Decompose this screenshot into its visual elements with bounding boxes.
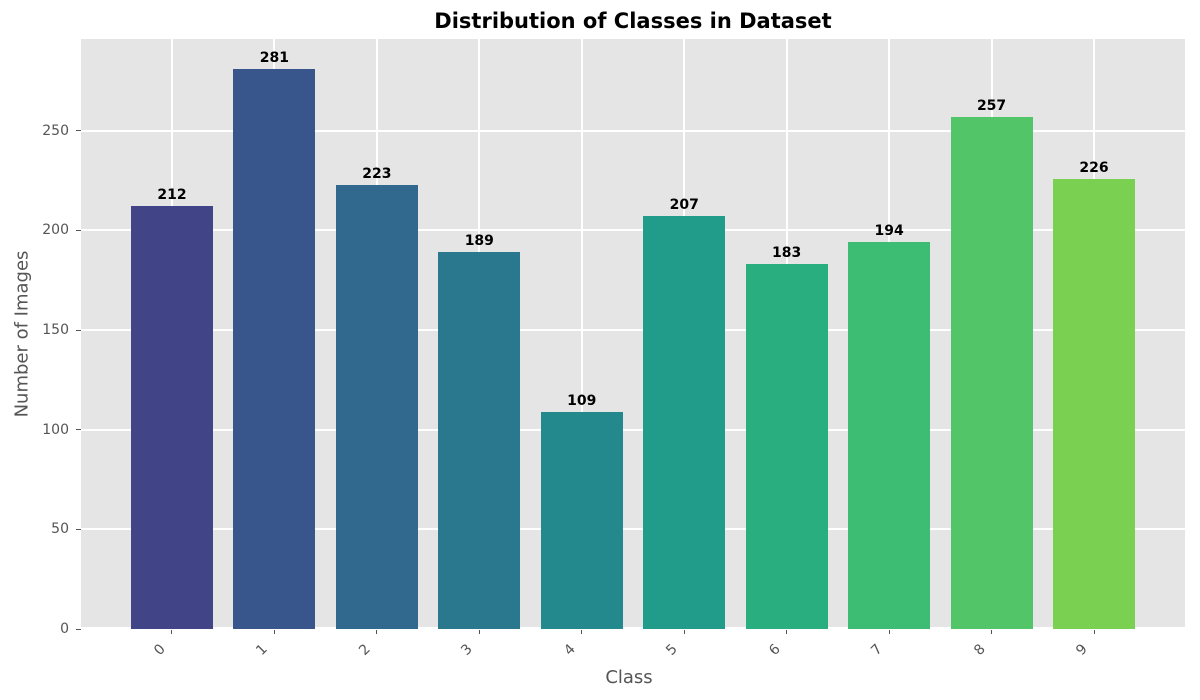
y-tick-label: 250: [42, 122, 69, 139]
bar-value-label: 189: [464, 233, 494, 250]
x-tick-mark: [273, 629, 275, 634]
bar: [643, 216, 726, 629]
x-tick-label: 3: [458, 641, 477, 659]
x-tick-mark: [376, 629, 378, 634]
bar-value-label: 109: [567, 392, 597, 409]
grid-line-vertical: [580, 39, 583, 629]
y-tick-label: 100: [42, 421, 69, 438]
bar-value-label: 257: [976, 97, 1007, 114]
bar: [335, 184, 418, 629]
bar-value-label: 207: [669, 197, 699, 214]
bar-value-label: 281: [259, 49, 290, 66]
bar: [950, 116, 1033, 629]
x-tick-label: 7: [868, 641, 886, 659]
bar: [130, 206, 213, 629]
x-tick-mark: [581, 629, 583, 634]
x-tick-mark: [683, 629, 685, 634]
bar-value-label: 194: [874, 223, 904, 240]
y-tick-label: 150: [42, 322, 69, 338]
x-tick-label: 1: [253, 641, 272, 659]
x-axis-label: Class: [605, 667, 653, 688]
x-tick-mark: [991, 629, 993, 634]
chart-title: Distribution of Classes in Dataset: [434, 9, 832, 33]
x-tick-label: 0: [151, 641, 169, 659]
plot-area: 212 281 223 189 109 207 183 194 257 226: [81, 39, 1185, 629]
x-tick-label: 5: [663, 641, 682, 659]
grid-line-horizontal: [81, 129, 1185, 132]
bar: [745, 264, 828, 629]
grid-line-horizontal: [81, 627, 1185, 629]
bar-value-label: 183: [772, 245, 802, 262]
grid-line-horizontal: [81, 428, 1185, 431]
x-tick-label: 4: [560, 641, 579, 659]
bar: [438, 252, 521, 629]
y-axis-label: Number of Images: [11, 250, 33, 418]
y-tick-label: 0: [60, 621, 69, 637]
x-tick-label: 8: [970, 641, 989, 659]
x-tick-mark: [888, 629, 890, 634]
bar-value-label: 226: [1079, 159, 1109, 176]
x-tick-mark: [478, 629, 480, 634]
x-tick-label: 6: [765, 641, 784, 659]
y-tick-label: 200: [42, 222, 69, 239]
bar-value-label: 223: [362, 165, 392, 182]
bar: [233, 68, 316, 629]
x-tick-mark: [786, 629, 788, 634]
x-tick-mark: [171, 629, 173, 634]
bar-value-label: 212: [157, 187, 187, 204]
grid-line-horizontal: [81, 229, 1185, 232]
grid-line-horizontal: [81, 329, 1185, 331]
grid-line-horizontal: [81, 528, 1185, 531]
x-tick-label: 2: [356, 641, 374, 659]
bar: [848, 242, 931, 629]
x-tick-label: 9: [1073, 641, 1091, 659]
y-tick-label: 50: [51, 521, 69, 538]
bar: [1053, 178, 1136, 629]
bar: [540, 411, 623, 629]
x-tick-mark: [1093, 629, 1095, 634]
